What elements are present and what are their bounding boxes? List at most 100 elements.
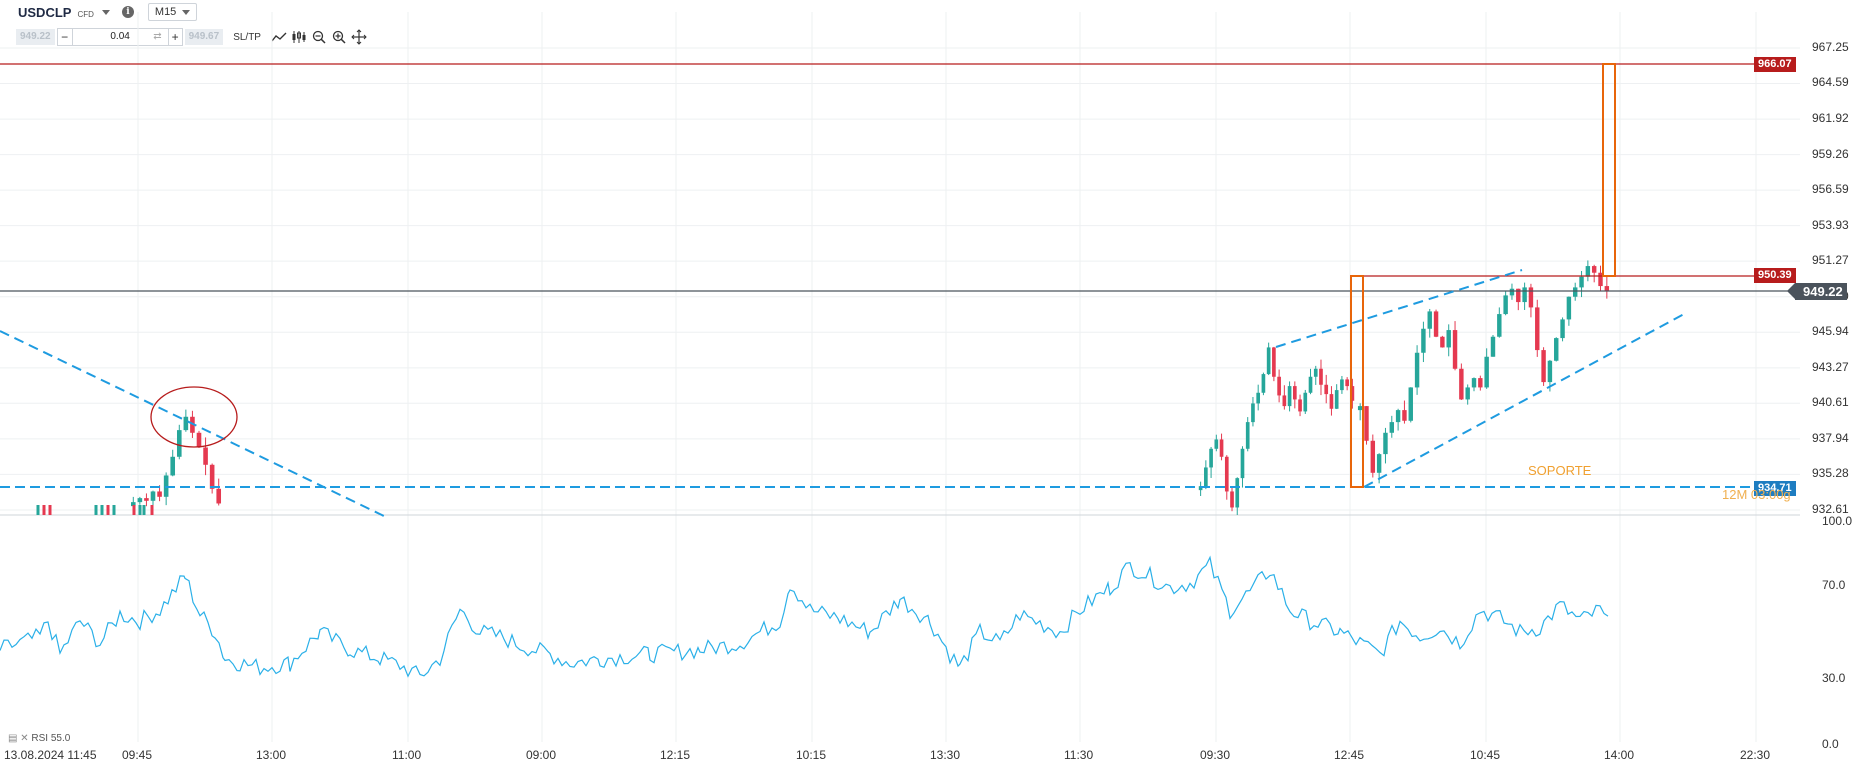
candle-body [42,505,46,515]
candle-body [1230,491,1234,508]
candle-body [1224,456,1229,492]
candle-body [1554,338,1559,361]
info-icon[interactable]: i [121,6,134,18]
candle-body [1383,432,1388,455]
time-tick: 13:00 [256,748,287,762]
candle-body [1209,448,1213,468]
candle-body [183,416,189,431]
current-price-tag: 949.22 [1787,283,1847,300]
price-tick: 937.94 [1812,430,1849,445]
candle-body [1452,330,1458,369]
candle-body [106,505,110,515]
sell-button[interactable]: 949.22 [16,29,55,45]
price-tick: 961.92 [1812,111,1849,126]
candle-body [138,505,142,515]
time-tick: 10:15 [796,748,827,762]
candle-body [1251,403,1255,423]
chart-grid [0,12,1800,742]
quantity-value: 0.04 [110,31,130,42]
candle-body [100,505,104,515]
time-tick: 12:15 [660,748,691,762]
symbol-name[interactable]: USDCLP [18,4,72,20]
candle-body [1329,394,1334,409]
price-tick: 964.59 [1812,75,1849,90]
rsi-tick: 100.0 [1822,514,1852,528]
candle-body [48,505,52,515]
candle-body [1245,422,1250,449]
candle-body [1364,406,1369,441]
buy-button[interactable]: 949.67 [184,29,224,45]
candle-body [1446,330,1451,348]
sltp-button[interactable]: SL/TP [233,31,261,43]
candle-body [1303,392,1308,412]
quantity-input[interactable]: 0.04 ⇄ [71,29,168,45]
candle-body [1219,439,1224,457]
candle-body [209,464,215,489]
candle-body [1427,311,1432,329]
time-tick: 13.08.2024 11:45 [4,748,97,762]
rsi-tick: 30.0 [1822,671,1846,685]
candle-body [1277,376,1281,396]
candlestick-icon[interactable] [289,28,309,46]
support-price-tag: 934.71 [1754,481,1796,496]
price-tick: 967.25 [1812,40,1849,54]
chevron-down-icon[interactable] [101,9,110,15]
rsi-series [0,555,1609,678]
candle-body [1292,386,1297,400]
candle-body [1376,454,1382,473]
candle-body [1256,392,1261,404]
rsi-tick: 0.0 [1822,737,1839,751]
candle-body [1604,286,1610,292]
candle-body [1433,311,1439,337]
candle-body [1547,360,1553,383]
zoom-out-icon[interactable] [309,28,329,46]
candle-body [1421,328,1426,353]
candle-body [1395,410,1401,423]
candle-body [1298,399,1302,412]
zoom-in-icon[interactable] [329,28,349,46]
candle-body [176,430,182,457]
rsi-line [0,555,1609,678]
channel-top-line [1275,269,1523,348]
price-tick: 953.93 [1812,217,1849,232]
candle-body [1440,336,1445,348]
chevron-down-icon [182,9,191,15]
candle-body [1266,347,1271,375]
crosshair-icon[interactable] [349,28,369,46]
line-chart-icon[interactable] [269,28,289,46]
decrease-button[interactable]: − [61,30,69,44]
price-tick: 951.27 [1812,253,1849,268]
candle-body [1261,374,1266,393]
candle-body [150,505,154,515]
candlestick-series [36,260,1610,515]
candle-body [196,432,202,448]
support-annotation: SOPORTE [1528,463,1592,478]
candle-body [1240,448,1245,479]
candle-body [1535,307,1540,351]
increase-button[interactable]: + [167,29,182,45]
price-tick: 935.28 [1812,466,1849,481]
price-tick: 943.27 [1812,359,1849,374]
timeframe-select[interactable]: M15 [147,3,198,21]
candle-body [1414,352,1420,388]
time-tick: 22:30 [1740,748,1771,762]
candle-body [1334,390,1339,409]
candle-body [1308,376,1313,393]
candle-body [1566,296,1572,320]
candle-body [1214,439,1219,449]
price-tick: 959.26 [1812,146,1849,161]
candle-body [36,505,40,515]
swap-icon[interactable]: ⇄ [153,31,162,42]
symbol-type: CFD [77,9,94,19]
downtrend-line [0,330,387,518]
candle-body [142,505,146,515]
candle-body [1490,336,1496,357]
instrument-header: USDCLP CFD i M15 [0,0,198,24]
candle-body [1579,276,1584,288]
candle-body [1313,368,1318,377]
candle-body [137,498,143,503]
time-tick: 11:00 [392,748,422,762]
quantity-stepper[interactable]: − 0.04 ⇄ + [56,28,183,46]
rsi-legend[interactable]: ▤ ✕ RSI 55.0 [8,733,70,744]
